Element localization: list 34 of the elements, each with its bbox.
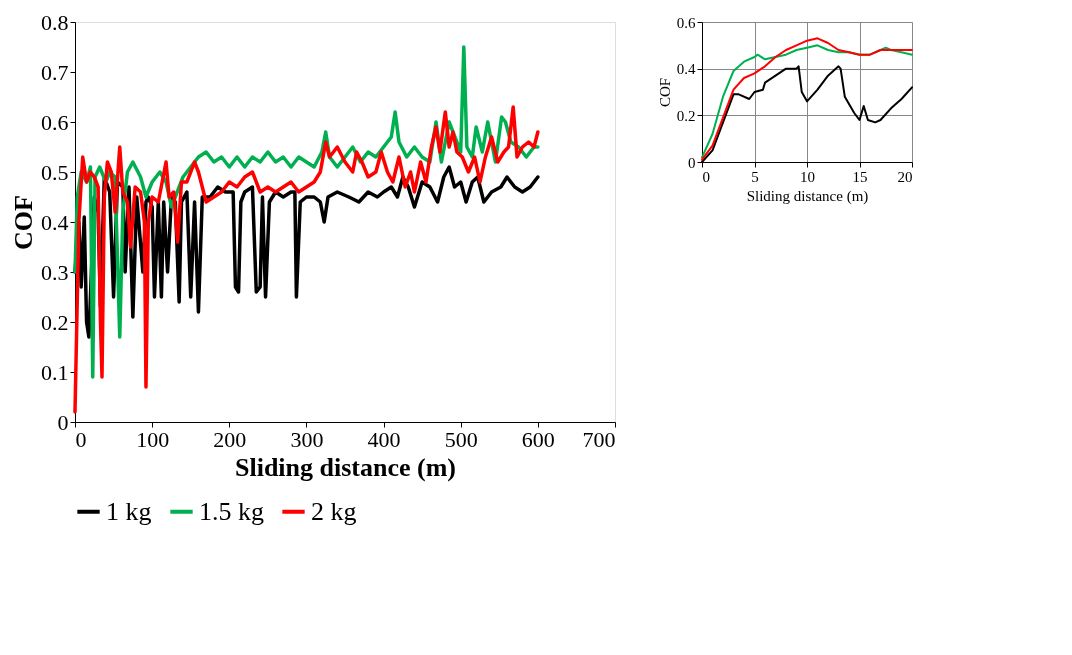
line-series — [73, 105, 540, 414]
x-tick-label: 200 — [213, 426, 247, 452]
x-tick-label: 100 — [136, 426, 170, 452]
y-tick-label: 0.6 — [41, 109, 69, 135]
x-axis-title: Sliding distance (m) — [234, 452, 457, 482]
y-tick-label: 0.2 — [676, 107, 696, 124]
y-axis-title: COF — [9, 195, 38, 250]
x-tick-label: 15 — [852, 168, 868, 185]
legend-label: 1 kg — [106, 496, 152, 526]
y-axis-title: COF — [656, 77, 673, 108]
x-tick-label: 700 — [582, 426, 616, 452]
x-tick-label: 600 — [521, 426, 555, 452]
x-tick-label: 5 — [751, 168, 759, 185]
y-tick-label: 0.7 — [41, 59, 69, 85]
y-tick-label: 0.1 — [41, 359, 69, 385]
x-tick-label: 500 — [444, 426, 478, 452]
y-tick-label: 0.5 — [41, 159, 69, 185]
y-tick-label: 0.4 — [676, 61, 696, 78]
y-tick-label: 0 — [688, 154, 696, 171]
x-tick-label: 400 — [367, 426, 401, 452]
x-tick-label: 0 — [702, 168, 710, 185]
x-tick-label: 10 — [800, 168, 815, 185]
y-tick-label: 0.6 — [676, 14, 696, 31]
y-tick-label: 0.2 — [41, 309, 69, 335]
y-tick-label: 0 — [57, 409, 69, 435]
x-tick-label: 300 — [290, 426, 324, 452]
y-tick-label: 0.8 — [41, 9, 69, 35]
x-axis-title: Sliding distance (m) — [746, 187, 869, 205]
x-tick-label: 0 — [75, 426, 87, 452]
y-tick-label: 0.4 — [41, 209, 69, 235]
legend-label: 1.5 kg — [199, 496, 264, 526]
x-tick-label: 20 — [897, 168, 913, 185]
legend-label: 2 kg — [311, 496, 357, 526]
y-tick-label: 0.3 — [41, 259, 69, 285]
